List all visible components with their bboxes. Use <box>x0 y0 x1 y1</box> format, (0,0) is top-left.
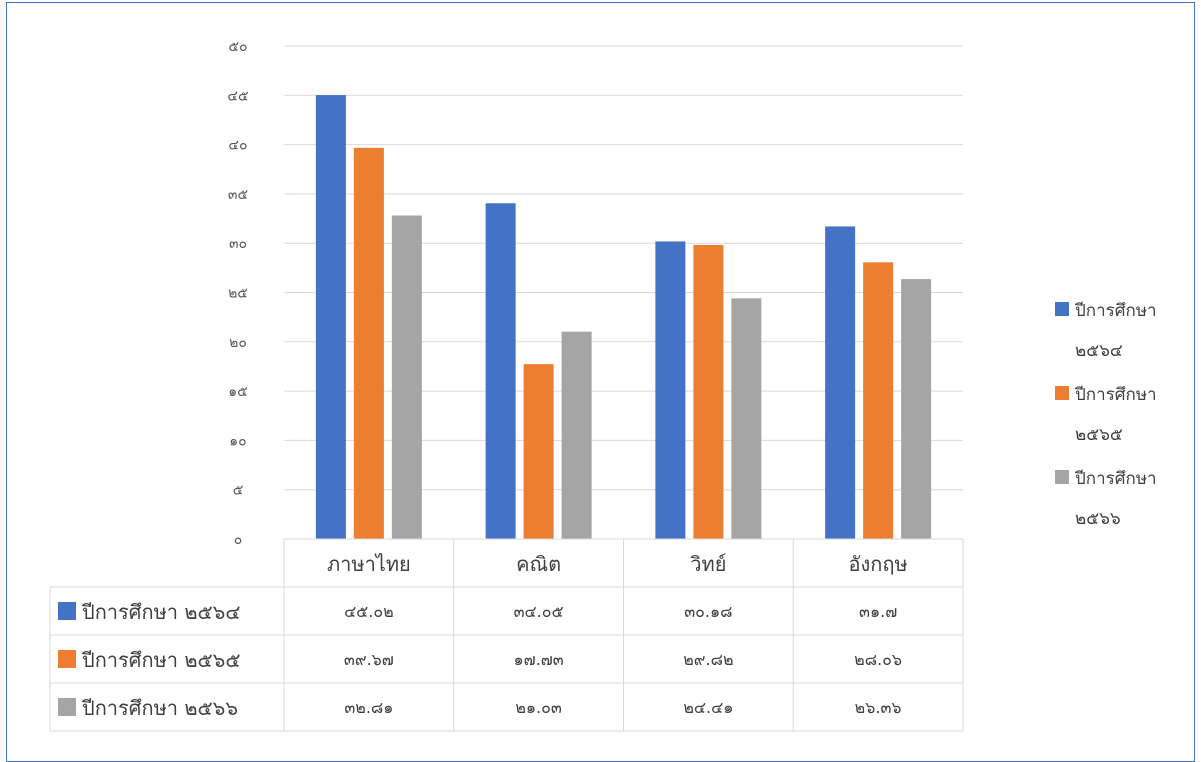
series-key <box>58 602 76 620</box>
y-tick-label: ๔๕ <box>227 88 248 104</box>
series-row-label: ปีการศึกษา ๒๕๖๔ <box>82 600 241 624</box>
series-key <box>58 698 76 716</box>
bar <box>561 331 592 539</box>
data-cell: ๒๘.๐๖ <box>854 650 902 669</box>
data-cell: ๓๒.๘๑ <box>344 698 393 717</box>
series-key <box>58 650 76 668</box>
data-cell: ๒๔.๔๑ <box>683 698 733 717</box>
legend-swatch <box>1055 470 1069 484</box>
category-label: ภาษาไทย <box>327 552 411 576</box>
data-cell: ๒๖.๓๖ <box>855 698 902 717</box>
category-label: คณิต <box>516 552 561 576</box>
bar <box>485 203 516 539</box>
data-cell: ๑๗.๗๓ <box>514 650 564 669</box>
bar <box>731 298 762 539</box>
data-cell: ๓๐.๑๘ <box>684 602 732 621</box>
legend-swatch <box>1055 386 1069 400</box>
bar <box>901 279 932 539</box>
y-tick-label: ๔๐ <box>228 138 247 154</box>
data-cell: ๔๕.๐๒ <box>344 602 394 621</box>
bar <box>353 147 384 539</box>
y-tick-label: ๕ <box>233 483 244 499</box>
data-cell: ๒๙.๘๒ <box>683 650 733 669</box>
y-tick-label: ๕๐ <box>228 39 247 55</box>
series-row-label: ปีการศึกษา ๒๕๖๕ <box>82 648 241 672</box>
legend-label: ปีการศึกษา <box>1074 301 1156 321</box>
legend-label-year: ๒๕๖๖ <box>1075 509 1121 529</box>
data-cell: ๓๙.๖๗ <box>344 650 394 669</box>
y-tick-label: ๐ <box>234 532 243 548</box>
y-tick-label: ๓๕ <box>228 187 248 203</box>
data-cell: ๓๔.๐๕ <box>514 602 564 621</box>
data-cell: ๒๑.๐๓ <box>515 698 562 717</box>
legend-label-year: ๒๕๖๔ <box>1075 341 1123 361</box>
y-tick-label: ๒๐ <box>229 335 247 351</box>
legend-label: ปีการศึกษา <box>1074 469 1156 489</box>
data-cell: ๓๑.๗ <box>859 602 897 621</box>
bar <box>655 241 686 539</box>
bar <box>391 215 422 539</box>
legend-swatch <box>1055 302 1069 316</box>
category-label: วิทย์ <box>690 552 726 576</box>
bar <box>825 226 856 540</box>
y-tick-label: ๒๕ <box>228 286 248 302</box>
legend-label-year: ๒๕๖๕ <box>1075 425 1123 445</box>
y-tick-label: ๓๐ <box>229 236 247 252</box>
bar <box>315 95 346 540</box>
category-label: อังกฤษ <box>849 552 908 576</box>
bar <box>693 244 724 539</box>
y-tick-label: ๑๕ <box>228 384 247 400</box>
bar <box>863 262 894 539</box>
legend-label: ปีการศึกษา <box>1074 385 1156 405</box>
bar <box>523 364 554 539</box>
series-row-label: ปีการศึกษา ๒๕๖๖ <box>82 696 238 720</box>
y-tick-label: ๑๐ <box>229 433 246 449</box>
